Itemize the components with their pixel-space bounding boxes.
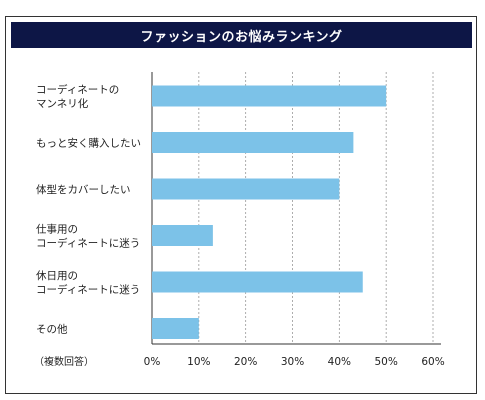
- category-label: コーディネートに迷う: [36, 283, 140, 296]
- x-tick-label: 0%: [144, 356, 161, 368]
- x-tick-label: 60%: [421, 356, 444, 368]
- bar: [152, 132, 354, 153]
- category-label: その他: [36, 323, 68, 336]
- category-label: もっと安く購入したい: [36, 137, 141, 150]
- bar: [152, 178, 340, 200]
- multiple-answer-note: （複数回答）: [34, 355, 94, 368]
- x-tick-label: 10%: [187, 356, 210, 368]
- category-label: マンネリ化: [36, 97, 89, 110]
- x-tick-label: 50%: [374, 356, 397, 368]
- bar: [152, 318, 199, 339]
- chart-frame: [5, 16, 477, 394]
- bar: [152, 271, 363, 293]
- category-label: 休日用の: [36, 270, 78, 282]
- chart-title: ファッションのお悩みランキング: [11, 22, 472, 48]
- bar: [152, 225, 213, 246]
- bar: [152, 85, 387, 107]
- category-label: 体型をカバーしたい: [36, 183, 131, 196]
- category-label: コーディネートの: [36, 83, 119, 96]
- x-tick-label: 40%: [328, 356, 351, 368]
- category-label: 仕事用の: [36, 223, 78, 236]
- x-tick-label: 30%: [281, 356, 304, 368]
- category-label: コーディネートに迷う: [36, 237, 140, 250]
- x-tick-label: 20%: [234, 356, 257, 368]
